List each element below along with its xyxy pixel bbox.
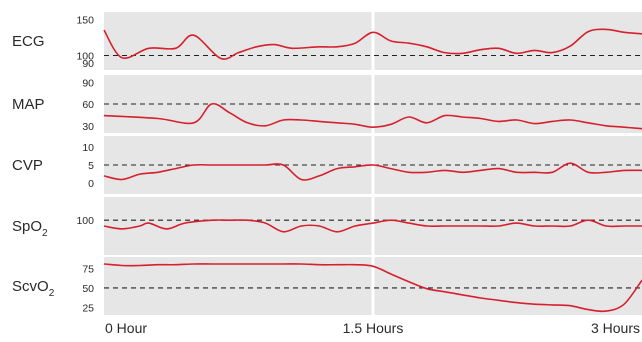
y-tick-label: 90 <box>82 77 94 89</box>
panel-spo2: SpO2 100 <box>12 197 642 255</box>
x-axis: 0 Hour 1.5 Hours 3 Hours <box>105 320 640 336</box>
y-tick-label: 25 <box>82 302 94 314</box>
series-line-spo2 <box>103 219 642 233</box>
series-line-cvp <box>103 162 642 181</box>
x-tick-label: 0 Hour <box>105 320 147 336</box>
series-line-ecg <box>103 28 642 60</box>
panel-map: MAP 90 60 30 <box>12 75 642 133</box>
y-tick-label: 50 <box>82 283 94 295</box>
panel-scvo2: ScvO2 75 50 25 <box>12 257 642 315</box>
series-line-map <box>103 102 642 130</box>
y-tick-label: 100 <box>76 215 94 227</box>
y-tick-label: 90 <box>82 58 94 70</box>
panel-label: MAP <box>12 96 45 113</box>
panel-label-text: SpO <box>12 218 42 235</box>
panel-label-text: MAP <box>12 96 45 113</box>
y-tick-label: 60 <box>82 99 94 111</box>
series-line-scvo2 <box>103 263 642 313</box>
panel-label: CVP <box>12 157 43 174</box>
y-tick-label: 100 <box>76 51 94 63</box>
panel-label-text: ECG <box>12 33 45 50</box>
panel-label-subscript: 2 <box>49 288 55 299</box>
panel-cvp: CVP 10 5 0 <box>12 136 642 194</box>
y-tick-label: 5 <box>88 160 94 172</box>
y-tick-label: 75 <box>82 264 94 276</box>
panel-label: ECG <box>12 33 45 50</box>
panel-label: ScvO2 <box>12 278 55 299</box>
y-tick-label: 0 <box>88 178 94 190</box>
y-tick-label: 30 <box>82 121 94 133</box>
x-tick-label: 3 Hours <box>591 320 640 336</box>
x-tick-label: 1.5 Hours <box>343 320 404 336</box>
panel-label: SpO2 <box>12 218 48 239</box>
y-tick-label: 150 <box>76 14 94 26</box>
panel-label-subscript: 2 <box>42 228 48 239</box>
panel-label-text: CVP <box>12 157 43 174</box>
panel-label-text: ScvO <box>12 278 49 295</box>
y-tick-label: 10 <box>82 142 94 154</box>
